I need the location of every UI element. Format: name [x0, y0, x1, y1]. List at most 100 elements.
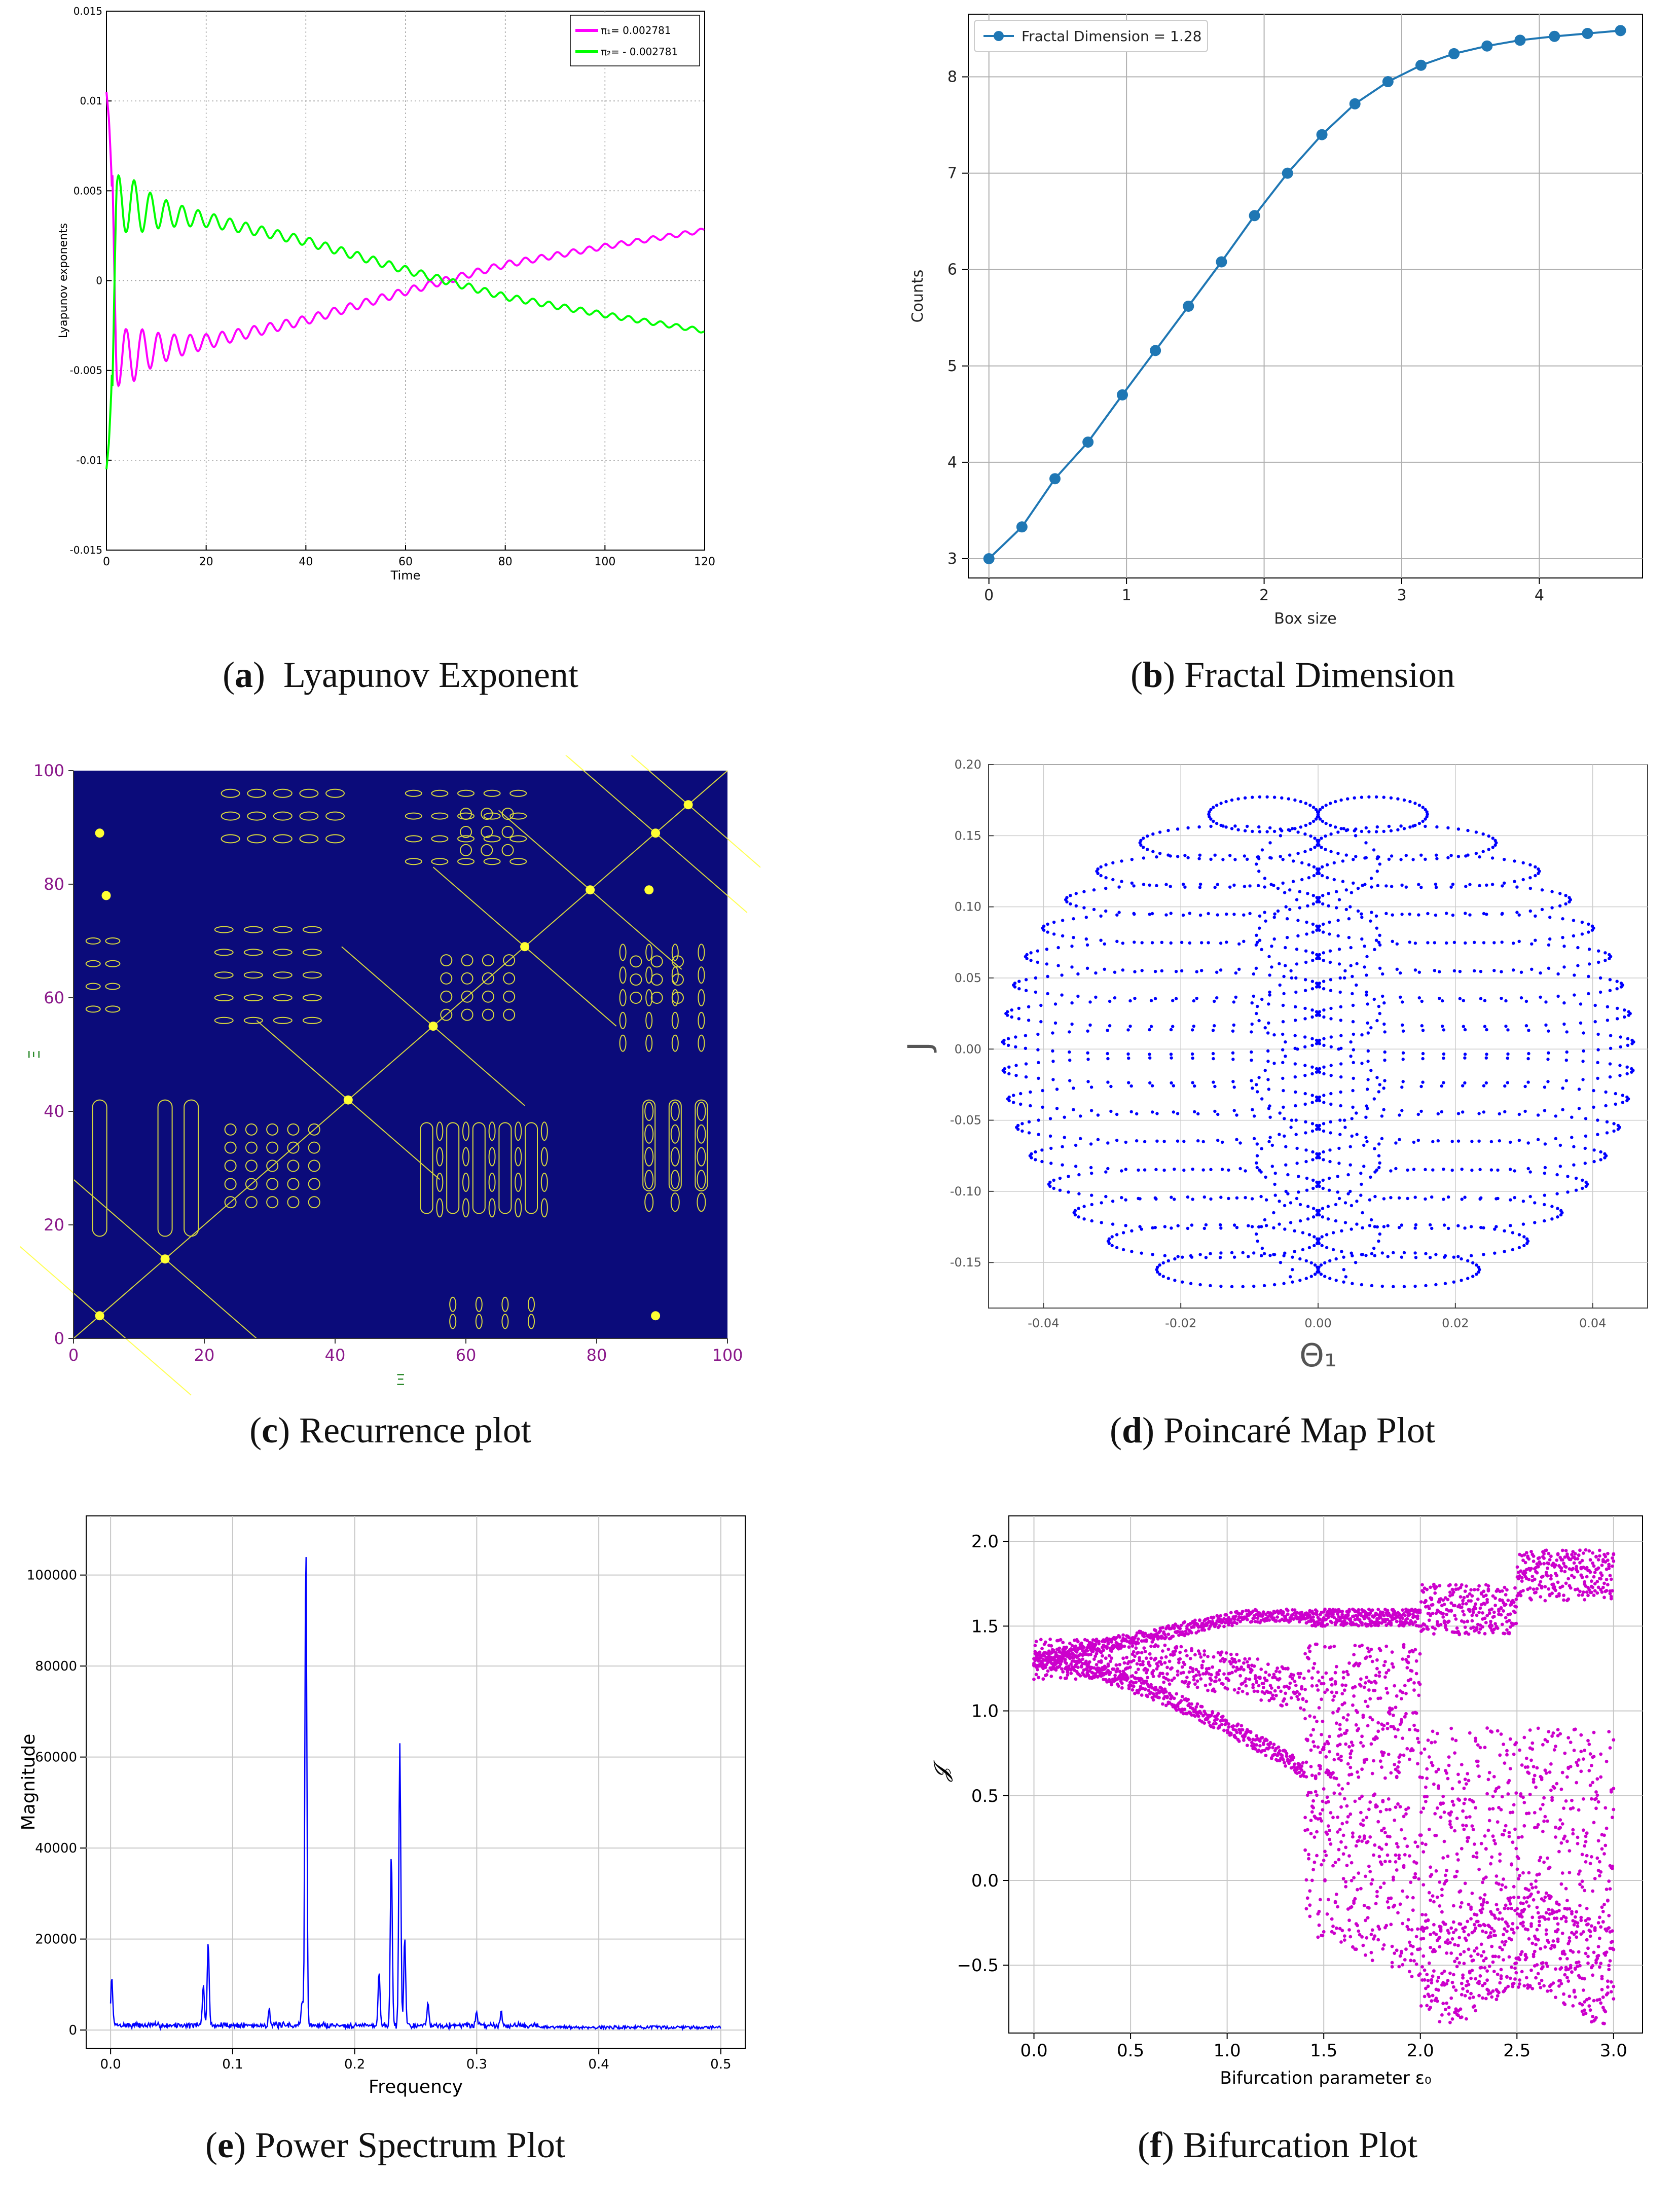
poincare-dot [1627, 1010, 1630, 1013]
recurrence-loop [431, 789, 449, 797]
bifurcation-dot [1344, 1880, 1347, 1884]
poincare-dot [1328, 1277, 1332, 1280]
poincare-dot [1372, 997, 1376, 1001]
poincare-dot [1512, 968, 1515, 972]
bifurcation-dot [1234, 1660, 1237, 1664]
poincare-dot [1295, 962, 1299, 966]
poincare-dot [1284, 1040, 1287, 1044]
poincare-dot [1328, 920, 1331, 924]
poincare-dot [1466, 853, 1470, 857]
poincare-dot [1220, 1168, 1224, 1171]
lattice-cell [440, 990, 453, 1003]
poincare-dot [1537, 872, 1540, 875]
bifurcation-dot [1370, 1718, 1374, 1722]
bifurcation-dot [1263, 1749, 1266, 1752]
poincare-dot [1608, 957, 1611, 960]
recurrence-loop [247, 834, 267, 844]
bifurcation-dot [1375, 1895, 1379, 1898]
poincare-dot [1288, 888, 1292, 892]
poincare-dot [1356, 887, 1360, 890]
poincare-dot [1360, 829, 1364, 833]
bifurcation-dot [1354, 1661, 1358, 1665]
bifurcation-dot [1459, 1889, 1463, 1893]
bifurcation-dot [1151, 1669, 1155, 1673]
poincare-dot [1256, 1004, 1259, 1008]
bifurcation-dot [1474, 1739, 1478, 1743]
bifurcation-dot [1340, 1929, 1344, 1933]
poincare-dot [1452, 940, 1456, 944]
poincare-dot [1517, 1246, 1521, 1250]
bifurcation-dot [1243, 1657, 1247, 1661]
bifurcation-dot [1431, 1763, 1435, 1767]
bifurcation-dot [1366, 1624, 1370, 1627]
bifurcation-dot [1429, 1946, 1432, 1949]
poincare-dot [1267, 1002, 1270, 1006]
bifurcation-dot [1417, 1877, 1421, 1881]
poincare-dot [1247, 1224, 1250, 1227]
poincare-dot [1466, 1277, 1470, 1280]
bifurcation-dot [1468, 1592, 1472, 1596]
bifurcation-dot [1269, 1756, 1273, 1760]
tick-label-x-d: 0.02 [1442, 1316, 1469, 1330]
bifurcation-dot [1188, 1657, 1192, 1660]
bifurcation-dot [1146, 1676, 1149, 1680]
bifurcation-dot [1451, 1985, 1455, 1989]
poincare-dot [1414, 1256, 1418, 1259]
poincare-dot [1596, 1032, 1600, 1036]
bifurcation-dot [1258, 1739, 1262, 1743]
poincare-dot [1281, 858, 1285, 861]
poincare-dot [1173, 1257, 1177, 1261]
poincare-dot [1424, 1197, 1427, 1201]
bifurcation-dot [1360, 1935, 1364, 1939]
bifurcation-dot [1347, 1609, 1351, 1613]
bifurcation-dot [1110, 1683, 1114, 1687]
poincare-dot [1195, 997, 1198, 1000]
poincare-dot [1196, 1139, 1200, 1143]
bifurcation-dot [1412, 1688, 1416, 1692]
bifurcation-dot [1159, 1656, 1163, 1660]
bifurcation-dot [1479, 1954, 1483, 1958]
bifurcation-dot [1125, 1655, 1128, 1659]
poincare-dot [1310, 1037, 1314, 1040]
bifurcation-dot [1305, 1896, 1309, 1900]
poincare-dot [1322, 1015, 1326, 1019]
bifurcation-dot [1427, 1961, 1431, 1965]
bifurcation-dot [1345, 1728, 1349, 1732]
poincare-dot [1383, 1030, 1387, 1034]
bifurcation-dot [1334, 1721, 1338, 1725]
bifurcation-dot [1272, 1697, 1276, 1700]
bifurcation-dot [1078, 1659, 1082, 1663]
poincare-dot [1051, 1078, 1055, 1081]
poincare-dot [1342, 976, 1346, 980]
lattice-cell [287, 1178, 300, 1190]
poincare-dot [1547, 1051, 1550, 1055]
recurrence-loop [302, 949, 322, 956]
bifurcation-dot [1396, 1765, 1400, 1769]
poincare-dot [1251, 1108, 1254, 1111]
poincare-dot [1108, 999, 1112, 1003]
recurrence-loop [644, 1192, 654, 1212]
poincare-dot [1616, 1006, 1619, 1010]
poincare-dot [1466, 1259, 1470, 1262]
bifurcation-dot [1398, 1753, 1402, 1757]
poincare-dot [1198, 1253, 1202, 1256]
poincare-dot [1339, 827, 1343, 830]
poincare-dot [1431, 1140, 1435, 1144]
bifurcation-dot [1396, 1845, 1400, 1849]
bifurcation-dot [1164, 1635, 1168, 1639]
poincare-dot [1363, 945, 1366, 948]
bifurcation-dot [1373, 1843, 1377, 1847]
poincare-dot [1372, 1246, 1376, 1250]
poincare-dot [1349, 946, 1353, 950]
poincare-dot [1188, 941, 1191, 945]
poincare-dot [1329, 832, 1333, 836]
bifurcation-dot [1419, 1624, 1423, 1628]
poincare-dot [1308, 821, 1312, 825]
bifurcation-dot [1079, 1641, 1083, 1645]
poincare-dot [1446, 1226, 1450, 1230]
poincare-dot [1341, 880, 1345, 883]
bifurcation-dot [1442, 1839, 1446, 1843]
poincare-dot [1061, 1163, 1064, 1167]
poincare-dot [1272, 795, 1277, 799]
bifurcation-dot [1326, 1742, 1330, 1746]
